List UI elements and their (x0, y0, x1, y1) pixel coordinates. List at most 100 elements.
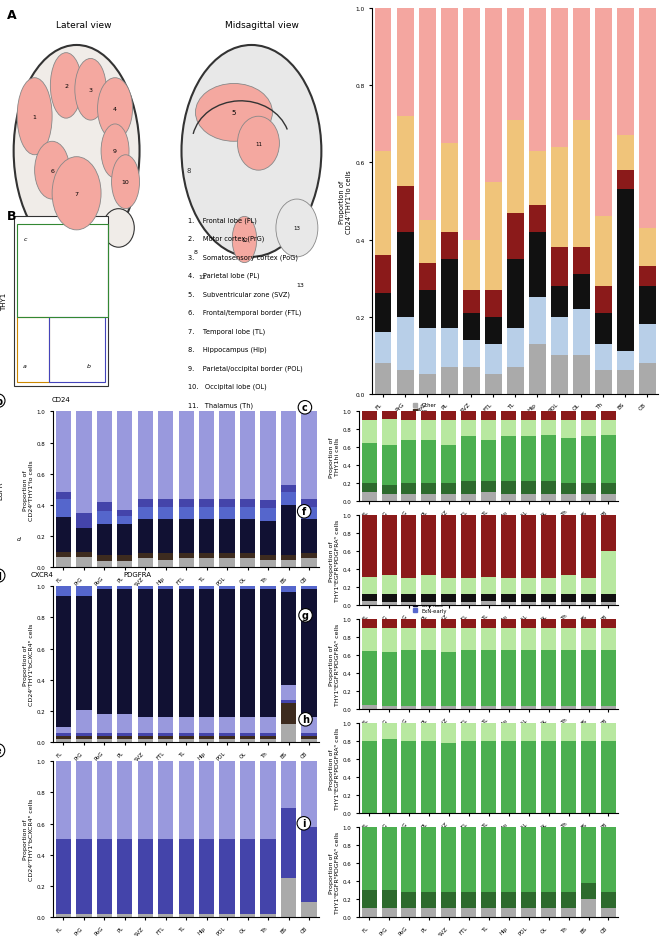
Bar (240, 587, 255, 590)
Bar (76, 739, 92, 742)
Bar (281, 808, 296, 878)
FancyBboxPatch shape (14, 217, 108, 387)
Bar (402, 741, 416, 813)
Bar (442, 620, 456, 629)
Bar (561, 421, 576, 439)
Bar (463, 341, 479, 367)
Bar (240, 733, 255, 737)
Bar (422, 441, 436, 484)
Bar (639, 267, 656, 286)
Bar (219, 739, 235, 742)
Bar (138, 554, 153, 559)
Bar (541, 827, 556, 892)
Bar (442, 602, 456, 606)
Bar (199, 737, 214, 739)
Bar (462, 651, 476, 706)
Bar (561, 575, 576, 594)
Bar (422, 484, 436, 494)
Bar (382, 890, 396, 908)
Bar (462, 706, 476, 709)
Bar (561, 892, 576, 908)
Bar (485, 290, 501, 317)
Bar (485, 9, 501, 183)
Bar (56, 737, 71, 739)
Bar (281, 412, 296, 485)
Bar (219, 718, 235, 733)
Bar (442, 412, 456, 421)
Bar (541, 482, 556, 494)
Bar (362, 516, 376, 578)
Bar (281, 485, 296, 493)
Bar (485, 183, 501, 290)
Bar (219, 587, 235, 590)
Bar (281, 878, 296, 917)
Text: B: B (7, 210, 16, 223)
Bar (158, 840, 174, 914)
Bar (422, 706, 436, 709)
Bar (561, 908, 576, 917)
Bar (419, 375, 436, 394)
Bar (462, 482, 476, 494)
Bar (199, 412, 214, 499)
Bar (178, 587, 194, 590)
Bar (261, 555, 276, 560)
Bar (76, 513, 92, 529)
Bar (219, 733, 235, 737)
Bar (402, 620, 416, 629)
Bar (521, 516, 536, 578)
Text: 8.    Hippocampus (Hip): 8. Hippocampus (Hip) (188, 346, 267, 353)
Bar (261, 501, 276, 508)
Bar (178, 737, 194, 739)
Text: i: i (302, 818, 305, 828)
Bar (601, 435, 616, 484)
Text: 12: 12 (241, 238, 248, 242)
Bar (281, 493, 296, 505)
Bar (521, 437, 536, 482)
Bar (76, 596, 92, 709)
Bar (595, 9, 612, 217)
Bar (402, 629, 416, 651)
Text: f: f (302, 506, 307, 517)
Text: 13: 13 (293, 227, 301, 231)
Bar (219, 554, 235, 559)
Bar (639, 9, 656, 228)
Ellipse shape (52, 157, 101, 230)
Bar (240, 590, 255, 718)
Bar (639, 286, 656, 325)
Bar (541, 594, 556, 602)
Bar (382, 516, 396, 575)
Bar (441, 232, 458, 259)
Bar (402, 892, 416, 908)
Bar (485, 317, 501, 344)
Bar (442, 446, 456, 484)
Bar (561, 412, 576, 421)
Bar (397, 186, 414, 232)
Bar (56, 733, 71, 737)
Text: 6.    Frontal/temporal border (FTL): 6. Frontal/temporal border (FTL) (188, 310, 302, 316)
Bar (301, 761, 317, 826)
Bar (529, 206, 545, 232)
Bar (617, 171, 634, 190)
Bar (117, 840, 132, 914)
Bar (422, 827, 436, 892)
Bar (521, 594, 536, 602)
Bar (573, 121, 590, 248)
Y-axis label: Proportion of
THY1hi cells: Proportion of THY1hi cells (329, 436, 340, 477)
Text: c: c (24, 236, 27, 241)
Bar (382, 652, 396, 706)
Bar (581, 594, 596, 602)
Bar (96, 512, 112, 524)
Bar (138, 914, 153, 917)
Bar (56, 552, 71, 557)
Text: EGFR: EGFR (0, 481, 3, 500)
Bar (178, 519, 194, 554)
Bar (485, 344, 501, 375)
Bar (529, 344, 545, 394)
Y-axis label: Proportion of
CD24ⁿTHY1ⁿbCXCR4ⁿ cells: Proportion of CD24ⁿTHY1ⁿbCXCR4ⁿ cells (23, 798, 34, 881)
Bar (402, 594, 416, 602)
Text: 13: 13 (297, 283, 305, 287)
Bar (402, 827, 416, 892)
Y-axis label: Proportion of
CD24ⁿTHY1ⁿbCXCR4ⁿ cells: Proportion of CD24ⁿTHY1ⁿbCXCR4ⁿ cells (23, 623, 34, 706)
Bar (419, 221, 436, 263)
Bar (301, 826, 317, 901)
